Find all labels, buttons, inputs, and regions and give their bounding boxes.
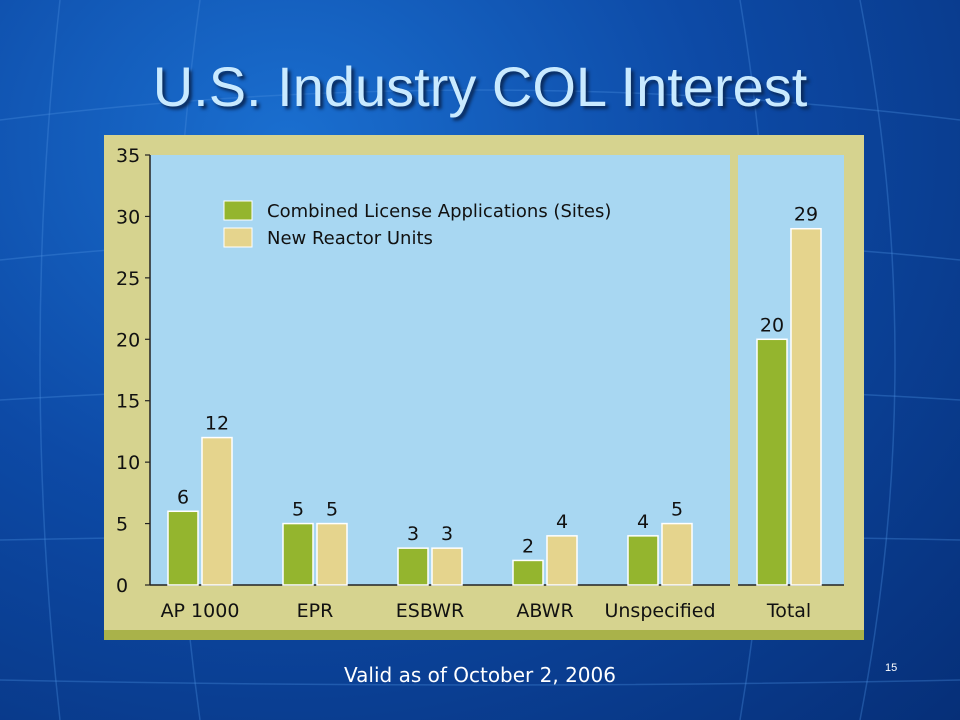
x-tick-label: Unspecified bbox=[604, 600, 715, 622]
x-tick-label: EPR bbox=[297, 600, 334, 622]
validity-note: Valid as of October 2, 2006 bbox=[344, 663, 616, 687]
bar bbox=[661, 522, 693, 586]
bar bbox=[167, 510, 199, 586]
data-label: 5 bbox=[671, 499, 683, 521]
y-tick-label: 35 bbox=[116, 145, 140, 167]
slide-title: U.S. Industry COL Interest bbox=[152, 55, 808, 118]
bar bbox=[790, 227, 822, 586]
bar bbox=[431, 547, 463, 586]
plot-area bbox=[150, 155, 730, 585]
data-label: 5 bbox=[292, 499, 304, 521]
data-label: 3 bbox=[407, 523, 419, 545]
y-tick-label: 10 bbox=[116, 452, 140, 474]
data-label: 3 bbox=[441, 523, 453, 545]
y-tick-label: 15 bbox=[116, 391, 140, 413]
chart-frame: 0 5 10 15 20 25 30 35 6 12 AP 1000 5 5 EPR 3 3 ESBWR 2 4 AB… bbox=[104, 135, 864, 640]
data-label: 29 bbox=[794, 204, 818, 226]
data-label: 4 bbox=[556, 511, 568, 533]
y-tick-label: 25 bbox=[116, 268, 140, 290]
x-tick-label: Total bbox=[766, 600, 811, 622]
bar bbox=[397, 547, 429, 586]
bar bbox=[546, 535, 578, 586]
bar bbox=[316, 522, 348, 586]
data-label: 4 bbox=[637, 511, 649, 533]
bar bbox=[512, 559, 544, 586]
data-label: 5 bbox=[326, 499, 338, 521]
legend-label: New Reactor Units bbox=[267, 228, 433, 249]
frame-bottom-band bbox=[104, 630, 864, 640]
y-tick-label: 30 bbox=[116, 206, 140, 228]
slide-number: 15 bbox=[885, 662, 898, 674]
x-tick-label: AP 1000 bbox=[161, 600, 240, 622]
x-tick-label: ABWR bbox=[516, 600, 573, 622]
bar bbox=[756, 338, 788, 586]
data-label: 12 bbox=[205, 413, 229, 435]
legend-label: Combined License Applications (Sites) bbox=[267, 201, 611, 222]
legend-swatch bbox=[223, 200, 253, 221]
data-label: 20 bbox=[760, 314, 784, 336]
y-tick-label: 20 bbox=[116, 329, 140, 351]
y-tick-label: 0 bbox=[116, 575, 128, 597]
data-label: 2 bbox=[522, 535, 534, 557]
legend-swatch bbox=[223, 227, 253, 248]
data-label: 6 bbox=[177, 486, 189, 508]
bar bbox=[201, 436, 233, 586]
x-tick-label: ESBWR bbox=[396, 600, 464, 622]
bar bbox=[627, 535, 659, 586]
bar bbox=[282, 522, 314, 586]
y-tick-label: 5 bbox=[116, 514, 128, 536]
